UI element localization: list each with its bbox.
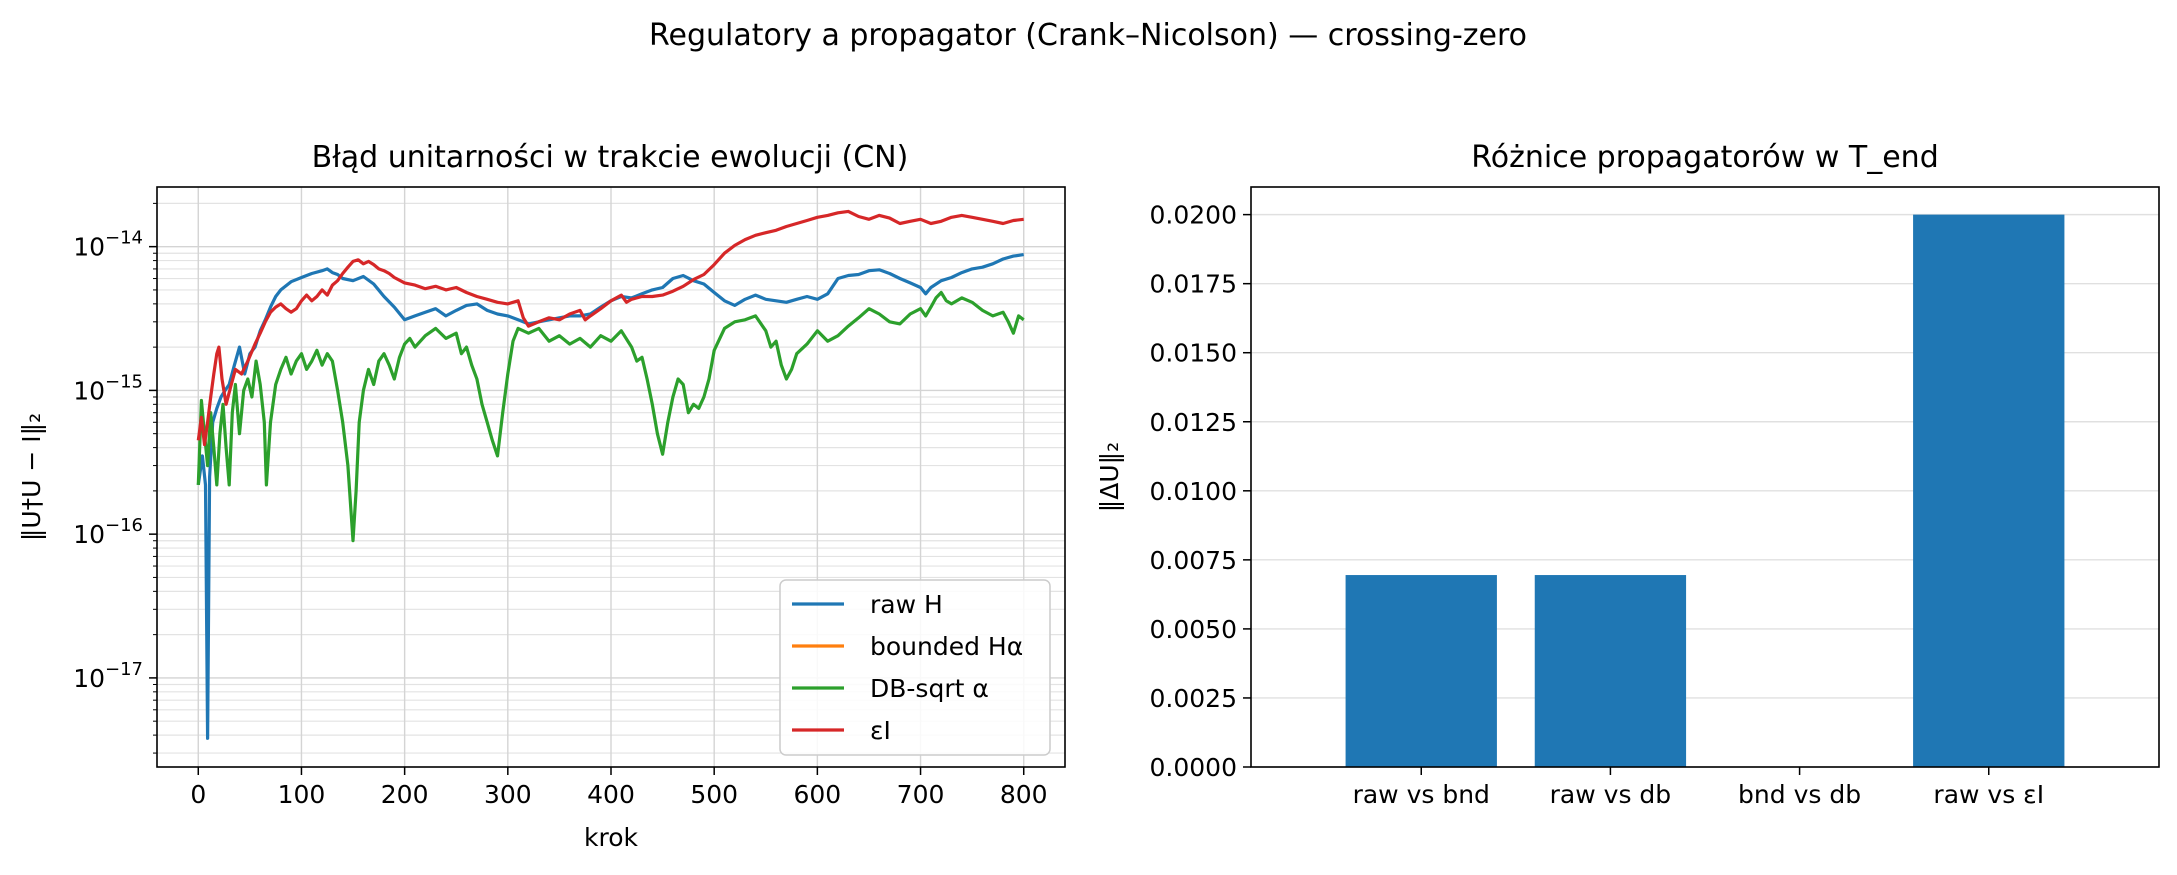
x-tick-label: 500 xyxy=(690,780,738,809)
legend-label: raw H xyxy=(870,590,943,619)
line-chart-x-ticks: 0 100 200 300 400 500 600 700 800 xyxy=(190,767,1048,809)
bar xyxy=(1913,214,2065,768)
line-chart-title: Błąd unitarności w trakcie ewolucji (CN) xyxy=(312,140,909,175)
bar xyxy=(1345,575,1497,767)
legend-label: DB-sqrt α xyxy=(870,674,989,703)
y-tick-label: 0.0000 xyxy=(1150,753,1237,782)
series-line xyxy=(196,209,1024,447)
y-tick-label: 0.0150 xyxy=(1150,339,1237,368)
bar-chart-bars xyxy=(1345,214,2065,768)
x-tick-label: 300 xyxy=(484,780,532,809)
line-chart-series xyxy=(196,209,1025,740)
y-tick-label: 0.0200 xyxy=(1150,201,1237,230)
y-tick-label: 0.0100 xyxy=(1150,477,1237,506)
x-tick-label: 400 xyxy=(587,780,635,809)
figure-suptitle: Regulatory a propagator (Crank–Nicolson)… xyxy=(649,18,1527,53)
x-tick-label: 700 xyxy=(897,780,945,809)
bar-chart-panel: Różnice propagatorów w T_end raw vs bnd r… xyxy=(1095,140,2160,809)
line-chart-legend: raw H bounded Hα DB-sqrt α εI xyxy=(779,579,1051,756)
x-tick-label: raw vs εI xyxy=(1933,780,2044,809)
x-tick-label: 0 xyxy=(190,780,206,809)
bar-chart-title: Różnice propagatorów w T_end xyxy=(1471,140,1939,175)
legend-label: εI xyxy=(870,716,891,745)
x-tick-label: raw vs bnd xyxy=(1353,780,1490,809)
y-tick-label: 10−14 xyxy=(73,228,143,262)
series-line xyxy=(196,290,1025,543)
y-tick-label: 10−17 xyxy=(73,659,143,693)
x-tick-label: 800 xyxy=(1000,780,1048,809)
legend-box xyxy=(779,579,1051,756)
line-chart-y-label: ‖U†U − I‖₂ xyxy=(17,413,46,541)
line-chart-y-ticks: 10−17 10−16 10−15 10−14 xyxy=(73,202,157,754)
y-tick-label: 0.0175 xyxy=(1150,270,1237,299)
x-tick-label: 100 xyxy=(278,780,326,809)
line-chart-x-label: krok xyxy=(584,823,639,852)
y-tick-label: 10−16 xyxy=(73,515,143,549)
y-tick-label: 10−15 xyxy=(73,371,143,405)
y-tick-label: 0.0125 xyxy=(1150,408,1237,437)
x-tick-label: bnd vs db xyxy=(1738,780,1861,809)
bar-chart-y-label: ‖ΔU‖₂ xyxy=(1095,442,1124,512)
y-tick-label: 0.0075 xyxy=(1150,546,1237,575)
bar xyxy=(1534,575,1687,767)
legend-label: bounded Hα xyxy=(870,632,1023,661)
y-tick-label: 0.0050 xyxy=(1150,615,1237,644)
x-tick-label: raw vs db xyxy=(1550,780,1672,809)
bar-chart-y-ticks: 0.0000 0.0025 0.0050 0.0075 0.0100 0.0125 0.01… xyxy=(1150,201,1251,782)
line-chart-panel: Błąd unitarności w trakcie ewolucji (CN)… xyxy=(17,140,1066,852)
x-tick-label: 200 xyxy=(381,780,429,809)
bar-chart-x-ticks: raw vs bnd raw vs db bnd vs db raw vs εI xyxy=(1353,767,2044,809)
bar-chart-frame xyxy=(1250,186,2160,768)
y-tick-label: 0.0025 xyxy=(1150,684,1237,713)
line-chart-grid xyxy=(157,187,1065,767)
x-tick-label: 600 xyxy=(794,780,842,809)
